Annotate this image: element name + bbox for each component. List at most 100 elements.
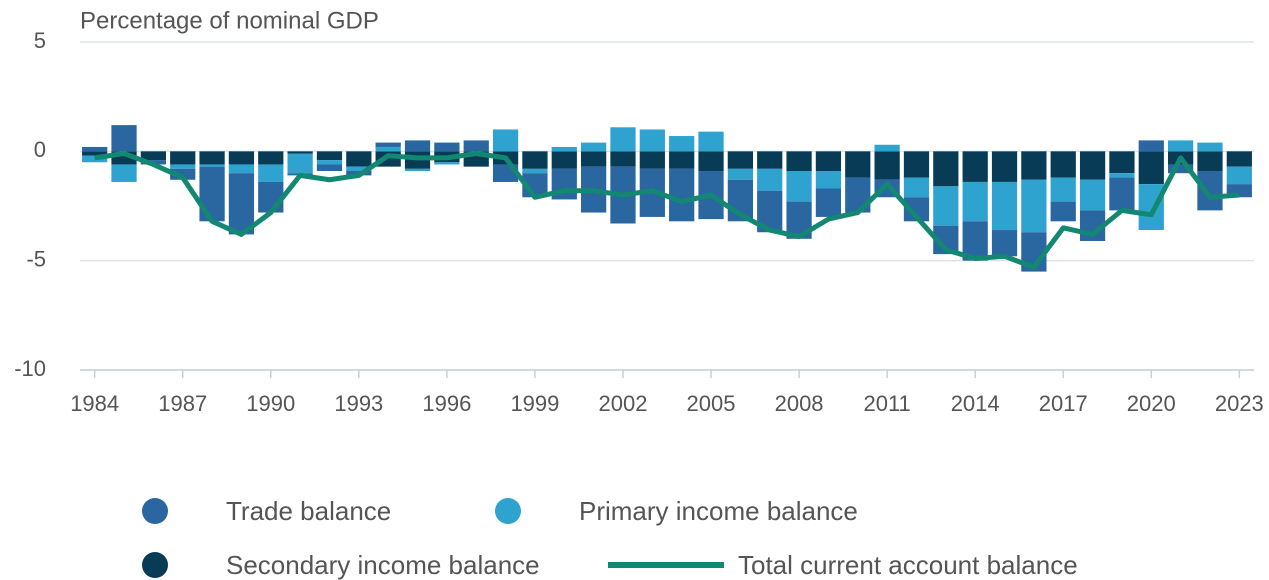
bar — [991, 181, 1018, 231]
bar — [316, 151, 343, 161]
bar — [346, 151, 372, 167]
bar — [111, 164, 137, 182]
x-tick-label: 2005 — [687, 391, 736, 416]
bar — [1050, 151, 1076, 178]
bar — [903, 151, 930, 178]
x-tick-label: 2017 — [1039, 391, 1088, 416]
bar — [727, 168, 753, 180]
bar — [258, 151, 284, 165]
bar — [82, 155, 108, 163]
bar — [933, 151, 959, 187]
bar — [258, 181, 284, 213]
bar — [551, 151, 577, 169]
x-tick-label: 1987 — [158, 391, 207, 416]
bar — [492, 129, 519, 152]
bar — [1138, 184, 1164, 231]
bar — [1138, 140, 1164, 152]
bar — [669, 136, 695, 152]
bar — [1079, 151, 1106, 180]
bar — [82, 146, 108, 152]
bar — [522, 151, 548, 169]
bar — [316, 164, 343, 172]
bar — [815, 171, 842, 189]
bar — [1226, 151, 1252, 167]
bar — [1050, 177, 1076, 202]
bar — [1138, 151, 1164, 185]
bar — [434, 162, 460, 165]
bar — [1197, 171, 1223, 211]
bar — [727, 151, 753, 169]
bar — [199, 166, 225, 222]
bar — [170, 168, 196, 180]
bar — [1109, 177, 1135, 211]
x-tick-label: 2023 — [1215, 391, 1264, 416]
bar — [991, 230, 1018, 257]
bar — [228, 173, 255, 235]
x-tick-label: 1990 — [246, 391, 295, 416]
bar — [610, 151, 636, 167]
bar — [82, 151, 108, 156]
bar — [287, 151, 313, 154]
legend-label: Primary income balance — [579, 496, 858, 526]
bar — [1197, 151, 1223, 172]
legend-label: Trade balance — [226, 496, 391, 526]
y-tick-label: 5 — [34, 28, 46, 53]
bar — [991, 151, 1018, 182]
bar — [228, 151, 255, 165]
bar — [1168, 140, 1194, 152]
legend-swatch — [142, 552, 168, 578]
bar — [815, 151, 842, 172]
x-tick-label: 2014 — [951, 391, 1000, 416]
bar — [170, 164, 196, 169]
bar — [1197, 142, 1223, 152]
bar — [874, 144, 900, 152]
x-tick-label: 1993 — [334, 391, 383, 416]
bar — [1168, 164, 1194, 174]
x-tick-label: 1996 — [422, 391, 471, 416]
bar — [874, 151, 900, 180]
bar — [698, 131, 724, 152]
bar — [669, 168, 695, 222]
x-tick-label: 2020 — [1127, 391, 1176, 416]
legend-label: Total current account balance — [738, 550, 1078, 580]
bar — [346, 166, 372, 172]
bar — [581, 151, 607, 167]
x-tick-label: 2011 — [863, 391, 910, 416]
legend-swatch — [495, 498, 521, 524]
bar — [375, 142, 401, 147]
y-tick-label: -5 — [26, 246, 46, 271]
bar — [610, 127, 636, 152]
bar — [903, 177, 930, 198]
bar — [551, 146, 577, 152]
x-tick-label: 1984 — [70, 391, 119, 416]
bar — [815, 188, 842, 217]
line — [94, 151, 1240, 270]
bar — [170, 151, 196, 165]
bar — [434, 142, 460, 152]
bar — [199, 164, 225, 167]
bar — [287, 153, 313, 174]
y-tick-label: 0 — [34, 137, 46, 162]
bar — [581, 142, 607, 152]
bar — [639, 151, 665, 169]
bar — [786, 171, 812, 202]
bar — [199, 151, 225, 165]
bar — [522, 168, 548, 174]
x-tick-label: 2008 — [775, 391, 824, 416]
bar — [404, 168, 431, 172]
bar — [1021, 179, 1047, 233]
bar — [1109, 173, 1135, 178]
bar — [639, 129, 665, 152]
bar — [258, 164, 284, 182]
bar — [228, 164, 255, 174]
legend-swatch — [142, 498, 168, 524]
bar — [962, 181, 988, 222]
bar — [845, 151, 871, 178]
bar — [375, 146, 401, 152]
x-tick-label: 1999 — [510, 391, 559, 416]
bar — [1226, 166, 1252, 185]
bar — [1079, 179, 1106, 211]
bar — [669, 151, 695, 169]
bar — [316, 160, 343, 165]
